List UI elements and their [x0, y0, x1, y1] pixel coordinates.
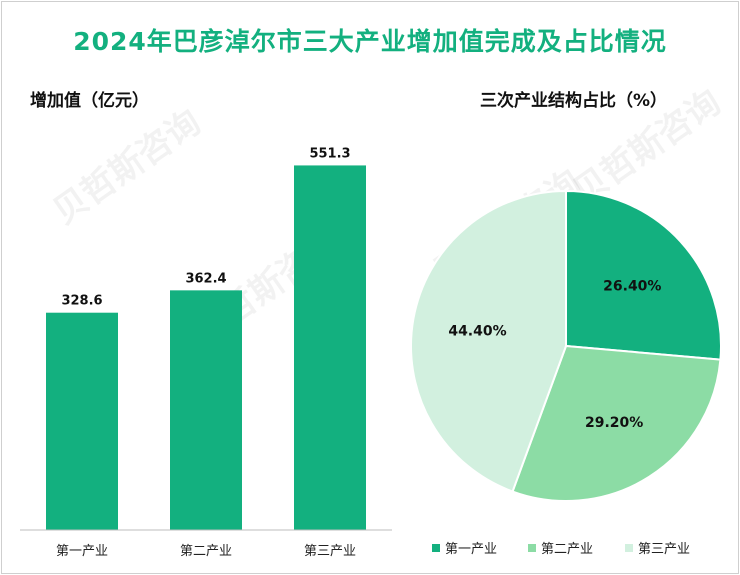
bar-value-label: 551.3 — [309, 146, 350, 161]
pie-slice-3 — [410, 189, 567, 493]
pie-slice-2 — [511, 344, 722, 502]
bar-chart-title: 增加值（亿元） — [30, 91, 149, 111]
pie-slice-1 — [565, 189, 722, 361]
bar-value-label: 328.6 — [61, 294, 102, 309]
pie-value-label: 44.40% — [448, 323, 506, 339]
legend-label: 第一产业 — [445, 542, 497, 557]
bar-2 — [170, 290, 242, 530]
bar-value-label: 362.4 — [185, 271, 226, 286]
pie-value-label: 29.20% — [585, 415, 643, 431]
pie-chart-title: 三次产业结构占比（%） — [480, 91, 668, 111]
x-tick-label: 第三产业 — [304, 544, 356, 559]
legend-swatch — [528, 544, 536, 552]
pie-value-label: 26.40% — [603, 278, 661, 294]
bar-3 — [294, 165, 366, 530]
legend-swatch — [432, 544, 440, 552]
legend-swatch — [625, 544, 633, 552]
x-tick-label: 第一产业 — [56, 544, 108, 559]
bar-1 — [46, 312, 118, 530]
legend-label: 第二产业 — [541, 542, 593, 557]
x-tick-label: 第二产业 — [180, 544, 232, 559]
chart-title: 2024年巴彦淖尔市三大产业增加值完成及占比情况 — [73, 27, 667, 56]
legend-label: 第三产业 — [638, 542, 690, 557]
